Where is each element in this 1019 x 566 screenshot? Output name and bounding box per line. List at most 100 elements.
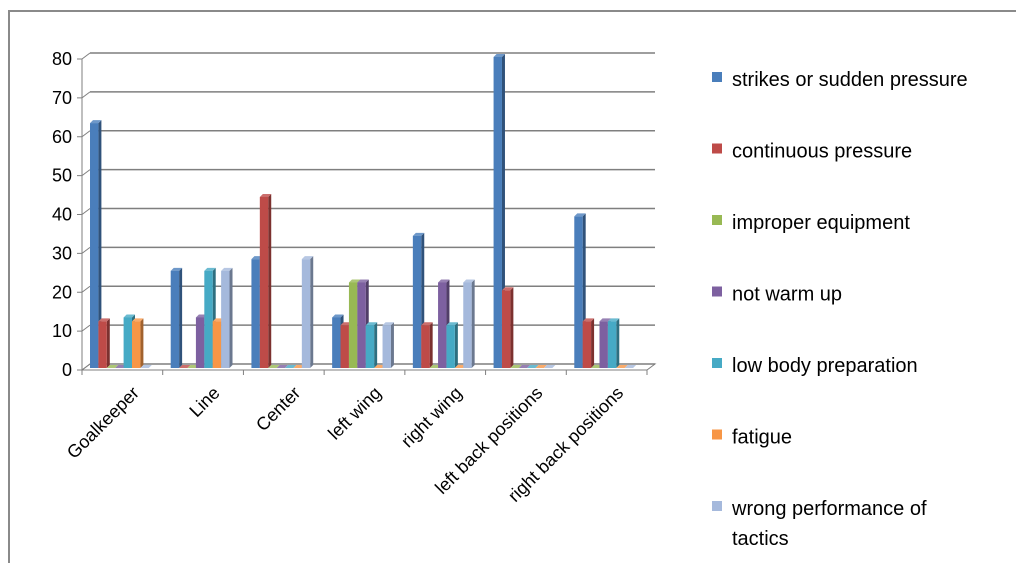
bar-top xyxy=(357,279,369,283)
bar-top xyxy=(599,318,611,322)
legend-swatch xyxy=(712,286,722,297)
bar-front xyxy=(463,282,472,368)
x-tick-label: Center xyxy=(252,383,304,435)
bar-top xyxy=(259,193,272,197)
bar xyxy=(446,322,458,368)
bar xyxy=(285,365,297,369)
bar-side xyxy=(616,318,620,368)
bar-front xyxy=(340,325,349,368)
bar xyxy=(582,318,595,368)
bar-side xyxy=(140,318,144,368)
bar xyxy=(170,267,183,368)
legend-item: fatigue xyxy=(712,427,792,449)
bar-top xyxy=(527,365,539,368)
bar-top xyxy=(106,365,119,368)
bar xyxy=(365,322,378,368)
x-tick-label: left wing xyxy=(324,383,385,444)
bar-top xyxy=(616,365,628,368)
bar-top xyxy=(90,120,102,124)
bar xyxy=(106,365,119,369)
bar-front xyxy=(493,57,502,368)
bars xyxy=(90,54,637,369)
gridline-depth xyxy=(81,208,91,215)
bar-side xyxy=(98,120,102,369)
bar-top xyxy=(170,267,183,271)
bar-top xyxy=(132,318,144,322)
bar-top xyxy=(446,322,458,326)
gridline-depth xyxy=(81,130,91,138)
bar-front xyxy=(438,282,447,368)
bar xyxy=(90,120,102,369)
bar-front xyxy=(412,235,422,368)
legend-label: strikes or sudden pressure xyxy=(732,69,968,91)
bar-top xyxy=(365,322,378,326)
bar-side xyxy=(179,267,183,368)
gridline-depth xyxy=(81,169,91,177)
bar xyxy=(607,318,620,368)
gridline-depth xyxy=(81,324,91,332)
x-tick-label: right wing xyxy=(397,383,466,452)
bar-top xyxy=(123,314,135,318)
gridline-depth xyxy=(81,52,91,60)
bar-side xyxy=(310,256,314,368)
legend-label: low body preparation xyxy=(732,355,918,377)
bar xyxy=(259,193,272,368)
y-tick-label: 80 xyxy=(52,49,72,69)
bar-top xyxy=(543,365,556,368)
gridline-depth xyxy=(81,246,91,254)
bar-top xyxy=(438,279,450,283)
bar-front xyxy=(301,259,311,368)
bar xyxy=(518,365,531,369)
bar-top xyxy=(98,318,110,322)
bar-top xyxy=(204,267,216,271)
bar-top xyxy=(518,365,531,368)
bar-side xyxy=(429,322,433,368)
bar xyxy=(527,365,539,369)
bar-front xyxy=(421,325,430,368)
bar xyxy=(510,365,522,369)
bar-front xyxy=(212,321,222,368)
legend-label: improper equipment xyxy=(732,212,910,234)
y-tick-label: 40 xyxy=(52,205,72,225)
legend: strikes or sudden pressure continuous pr… xyxy=(712,69,968,550)
bar-side xyxy=(471,279,475,368)
bar-side xyxy=(374,322,378,368)
y-tick-label: 0 xyxy=(62,360,72,380)
legend-swatch xyxy=(712,72,722,82)
bar-top xyxy=(510,365,522,368)
bar-front xyxy=(170,270,180,368)
legend-label: fatigue xyxy=(732,427,792,449)
legend-label: wrong performance of tactics xyxy=(731,498,927,550)
bar-front xyxy=(607,321,617,368)
bar xyxy=(301,256,314,368)
bar xyxy=(463,279,475,368)
bar-side xyxy=(454,322,458,368)
bar-front xyxy=(259,196,269,368)
bar-top xyxy=(301,256,314,260)
bar-top xyxy=(463,279,475,283)
bar-front xyxy=(90,123,99,369)
bar-top xyxy=(624,365,637,368)
y-tick-label: 10 xyxy=(52,321,72,341)
bar-top xyxy=(421,322,433,326)
bar-side xyxy=(268,193,272,368)
bar-front xyxy=(204,270,213,368)
bar-front xyxy=(332,317,341,368)
bar xyxy=(535,365,547,369)
legend-swatch xyxy=(712,215,722,225)
bar xyxy=(221,267,233,368)
bar-top xyxy=(493,54,505,57)
bar-front xyxy=(251,259,260,368)
bar-side xyxy=(510,287,514,368)
bar-front xyxy=(501,290,511,368)
legend-swatch xyxy=(712,143,722,154)
legend-swatch xyxy=(712,501,722,511)
y-tick-label: 70 xyxy=(52,88,72,108)
bar-side xyxy=(229,267,233,368)
bar-top xyxy=(268,365,280,368)
bar-front xyxy=(574,216,583,368)
x-tick-label: Goalkeeper xyxy=(63,383,143,463)
gridline-depth xyxy=(81,91,91,99)
bar-side xyxy=(390,322,394,368)
